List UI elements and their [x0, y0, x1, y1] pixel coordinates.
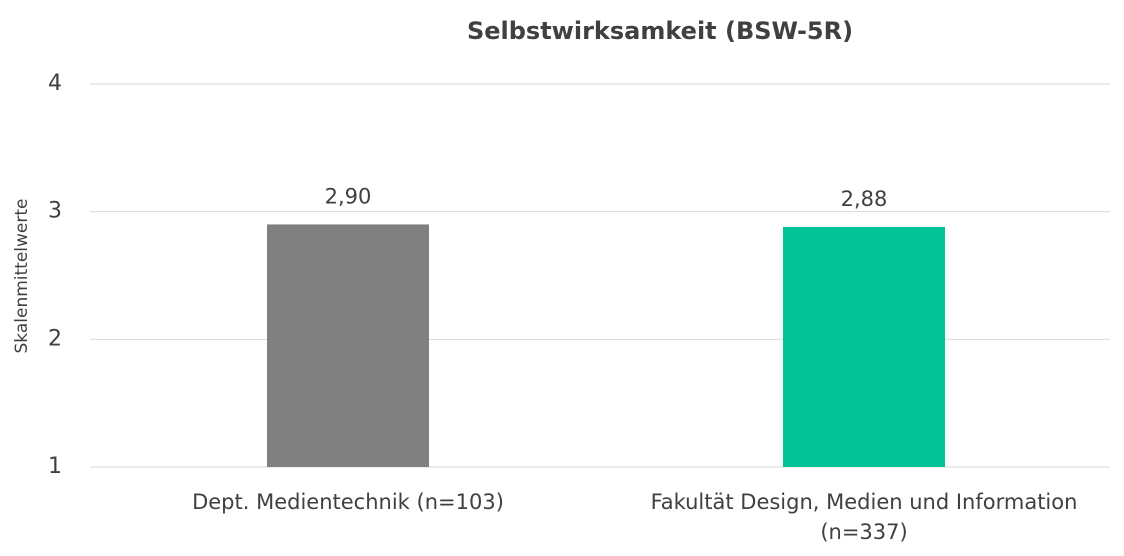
- chart-title: Selbstwirksamkeit (BSW-5R): [467, 17, 853, 45]
- y-tick-label: 3: [48, 199, 62, 224]
- data-label: 2,88: [841, 187, 888, 211]
- x-tick-label: Dept. Medientechnik (n=103): [192, 490, 504, 514]
- y-axis-label: Skalenmittelwerte: [12, 199, 32, 354]
- y-tick-label: 2: [48, 326, 62, 351]
- x-tick-label: Fakultät Design, Medien und Information …: [650, 490, 1078, 544]
- y-tick-label: 1: [48, 454, 62, 479]
- data-label: 2,90: [325, 184, 372, 208]
- y-tick-label: 4: [48, 71, 62, 96]
- bar: [783, 226, 945, 467]
- bar: [267, 224, 429, 467]
